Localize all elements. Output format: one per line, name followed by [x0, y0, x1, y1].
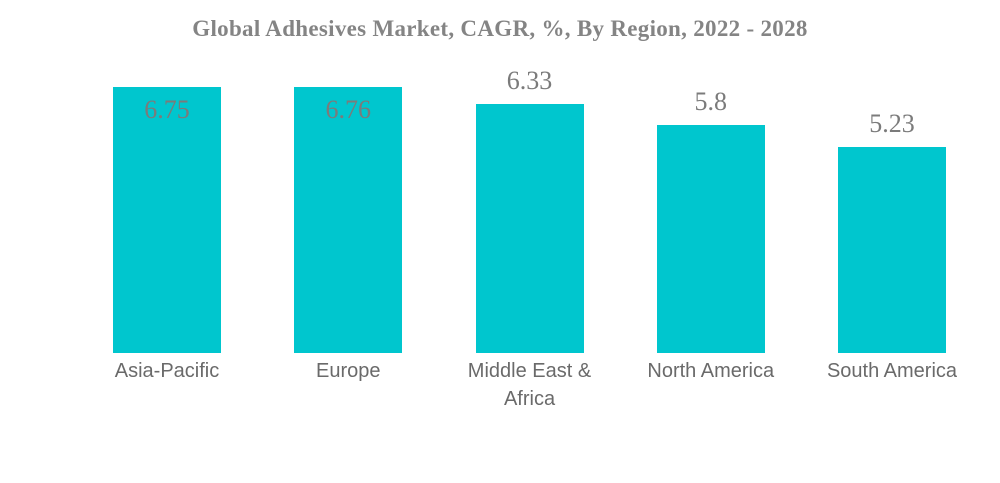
bar-europe	[294, 87, 403, 353]
bar-asia-pacific	[113, 87, 221, 353]
bar-middle-east-africa	[475, 104, 584, 353]
bar-north-america	[656, 125, 765, 353]
value-label-north-america: 5.8	[694, 87, 728, 116]
category-label-europe: Europe	[316, 360, 381, 382]
category-label-middle-east-africa: Middle East & Africa	[467, 360, 592, 410]
category-label-south-america: South America	[826, 360, 958, 382]
value-label-asia-pacific: 6.75	[144, 95, 190, 124]
category-label-asia-pacific: Asia-Pacific	[114, 360, 220, 382]
chart-title: Global Adhesives Market, CAGR, %, By Reg…	[192, 16, 808, 41]
category-label-north-america: North America	[647, 360, 775, 382]
bar-south-america	[838, 147, 946, 353]
value-label-europe: 6.76	[325, 95, 372, 124]
value-label-middle-east-africa: 6.33	[506, 66, 553, 95]
value-label-south-america: 5.23	[869, 109, 915, 138]
